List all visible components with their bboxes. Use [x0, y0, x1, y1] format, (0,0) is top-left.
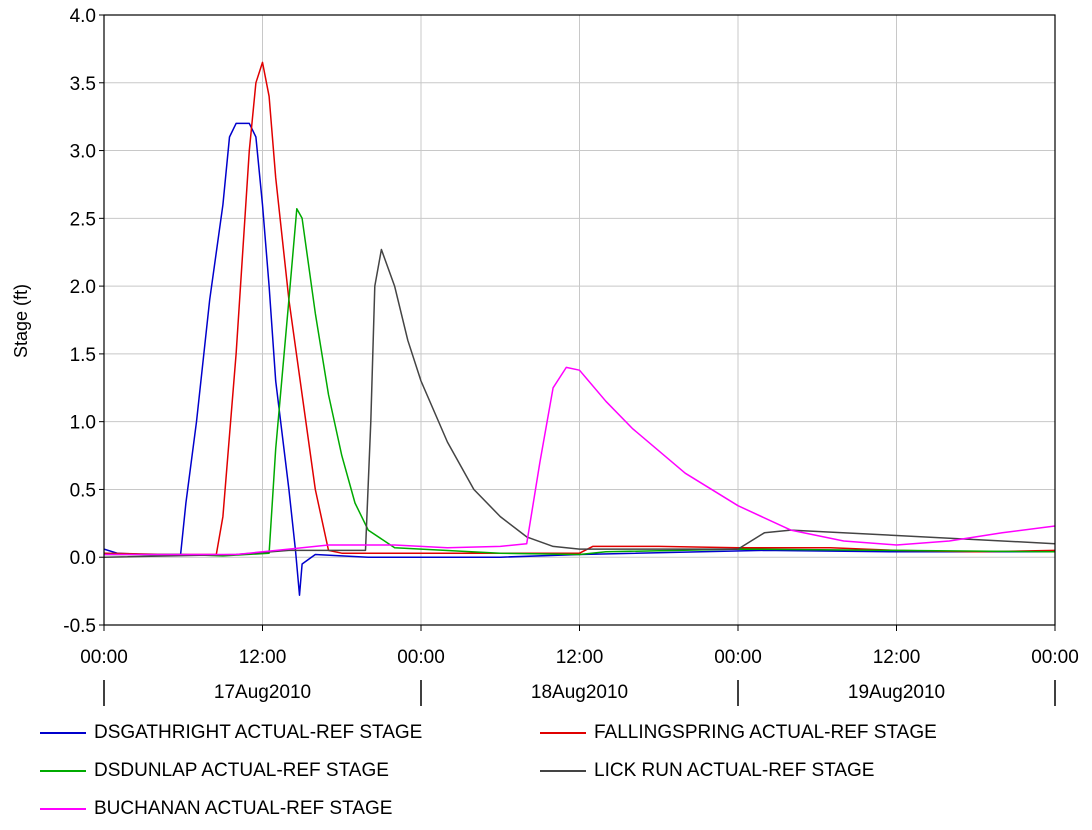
y-tick-label: 3.5	[70, 74, 96, 95]
y-tick-label: 1.0	[70, 413, 96, 434]
x-date-label: 18Aug2010	[531, 682, 628, 703]
y-tick-label: 4.0	[70, 6, 96, 27]
series-line-2	[103, 61, 1056, 556]
legend-item: BUCHANAN ACTUAL-REF STAGE	[40, 798, 392, 820]
legend-item: DSGATHRIGHT ACTUAL-REF STAGE	[40, 722, 422, 744]
y-tick-label: 0.5	[70, 480, 96, 501]
y-tick-label: 0.0	[70, 548, 96, 569]
x-tick-label: 12:00	[239, 647, 287, 668]
grid-lines	[103, 14, 1056, 626]
legend-label: BUCHANAN ACTUAL-REF STAGE	[94, 798, 393, 819]
legend-swatch	[540, 732, 586, 734]
series-lines	[103, 61, 1056, 596]
x-tick-label: 00:00	[80, 647, 128, 668]
y-tick-label: 2.0	[70, 277, 96, 298]
series-line-4	[103, 248, 1056, 558]
legend-item: FALLINGSPRING ACTUAL-REF STAGE	[540, 722, 937, 744]
legend-label: FALLINGSPRING ACTUAL-REF STAGE	[594, 722, 937, 743]
legend-swatch	[40, 808, 86, 810]
legend-swatch	[540, 770, 586, 772]
y-axis-title: Stage (ft)	[11, 284, 31, 358]
x-tick-label: 00:00	[397, 647, 445, 668]
x-date-label: 17Aug2010	[214, 682, 311, 703]
x-tick-label: 00:00	[714, 647, 762, 668]
x-tick-label: 12:00	[873, 647, 921, 668]
legend-label: DSGATHRIGHT ACTUAL-REF STAGE	[94, 722, 423, 743]
legend-label: LICK RUN ACTUAL-REF STAGE	[594, 760, 875, 781]
axes	[99, 14, 1056, 706]
x-tick-label: 00:00	[1031, 647, 1079, 668]
y-tick-label: 2.5	[70, 209, 96, 230]
legend-swatch	[40, 732, 86, 734]
plot-frame	[103, 14, 1056, 626]
x-tick-label: 12:00	[556, 647, 604, 668]
y-tick-label: 3.0	[70, 142, 96, 163]
y-tick-label: 1.5	[70, 345, 96, 366]
legend-swatch	[40, 770, 86, 772]
legend-item: DSDUNLAP ACTUAL-REF STAGE	[40, 760, 389, 782]
legend-item: LICK RUN ACTUAL-REF STAGE	[540, 760, 874, 782]
series-line-3	[104, 208, 1056, 557]
y-tick-label: -0.5	[63, 616, 96, 637]
x-date-label: 19Aug2010	[848, 682, 945, 703]
axis-labels: -0.5 0.0 0.5 1.0 1.5 2.0 2.5 3.0 3.5 4.0 00:00 12:0…	[63, 6, 1079, 703]
series-line-5	[104, 366, 1056, 556]
legend-label: DSDUNLAP ACTUAL-REF STAGE	[94, 760, 389, 781]
line-chart: -0.5 0.0 0.5 1.0 1.5 2.0 2.5 3.0 3.5 4.0 00:00 12:0…	[11, 6, 1079, 706]
series-line-1	[103, 122, 1055, 596]
